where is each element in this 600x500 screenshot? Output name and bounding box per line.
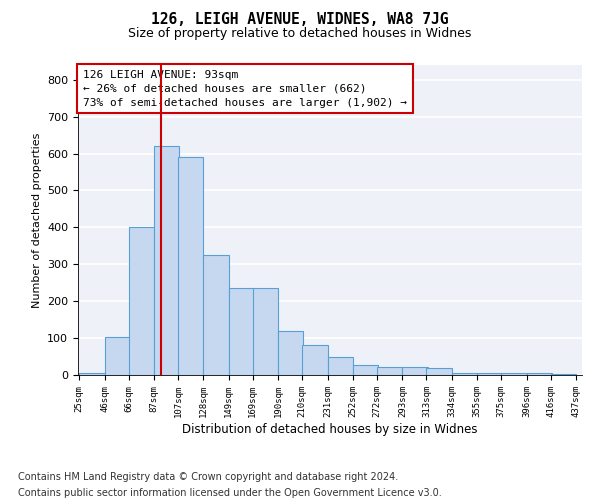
Bar	[452, 373, 477, 375]
Bar	[527, 373, 552, 375]
Text: Contains public sector information licensed under the Open Government Licence v3: Contains public sector information licen…	[18, 488, 442, 498]
Text: 126 LEIGH AVENUE: 93sqm
← 26% of detached houses are smaller (662)
73% of semi-d: 126 LEIGH AVENUE: 93sqm ← 26% of detache…	[83, 70, 407, 108]
Text: Distribution of detached houses by size in Widnes: Distribution of detached houses by size …	[182, 422, 478, 436]
Text: 126, LEIGH AVENUE, WIDNES, WA8 7JG: 126, LEIGH AVENUE, WIDNES, WA8 7JG	[151, 12, 449, 28]
Bar	[302, 346, 328, 375]
Bar	[104, 337, 130, 375]
Bar	[427, 368, 452, 375]
Bar	[328, 358, 353, 375]
Bar	[353, 364, 378, 375]
Bar	[154, 146, 179, 375]
Bar	[403, 367, 428, 375]
Bar	[278, 330, 304, 375]
Bar	[79, 373, 104, 375]
Bar	[253, 288, 278, 375]
Text: Size of property relative to detached houses in Widnes: Size of property relative to detached ho…	[128, 28, 472, 40]
Y-axis label: Number of detached properties: Number of detached properties	[32, 132, 41, 308]
Bar	[477, 373, 502, 375]
Bar	[551, 374, 576, 375]
Bar	[377, 367, 403, 375]
Bar	[203, 255, 229, 375]
Bar	[229, 288, 254, 375]
Bar	[128, 228, 154, 375]
Text: Contains HM Land Registry data © Crown copyright and database right 2024.: Contains HM Land Registry data © Crown c…	[18, 472, 398, 482]
Bar	[178, 158, 203, 375]
Bar	[501, 373, 527, 375]
